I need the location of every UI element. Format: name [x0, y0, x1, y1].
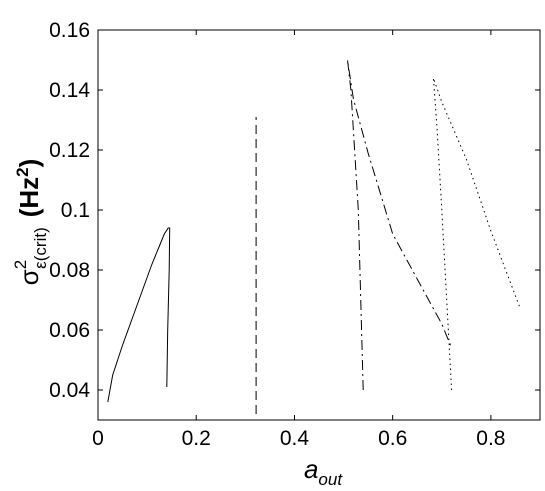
x-axis-label-subscript: out: [318, 470, 343, 489]
x-tick-label: 0.4: [280, 427, 310, 450]
x-axis-label-base: a: [304, 454, 318, 484]
y-tick-label: 0.12: [49, 139, 90, 162]
y-axis-label-superscript: 2: [11, 260, 30, 269]
y-axis-label-unit-superscript: 2: [13, 167, 32, 176]
y-axis-label-subscript: ε(crit): [31, 227, 50, 269]
series-line-dashdot: [347, 59, 453, 391]
y-tick-label: 0.1: [61, 199, 90, 222]
x-tick-label: 0: [92, 427, 104, 450]
x-tick-label: 0.2: [182, 427, 211, 450]
y-tick-label: 0.08: [49, 259, 90, 282]
series-layer: [107, 59, 521, 414]
y-axis-label: σ2ε(crit)(Hz2): [11, 159, 50, 286]
y-tick-label: 0.16: [49, 19, 90, 42]
y-tick-label: 0.04: [49, 379, 90, 402]
y-tick-label: 0.06: [49, 319, 90, 342]
x-axis-label: aout: [304, 454, 343, 489]
y-axis-label-unit: (Hz: [14, 177, 44, 217]
tick-layer: 0 0.2 0.4 0.6 0.8 0.04 0.06 0.08 0.1 0.12 0.14 0.16: [49, 19, 540, 450]
y-axis-label-sigma: σ: [14, 269, 44, 285]
x-tick-label: 0.6: [378, 427, 407, 450]
series-line-solid: [107, 227, 171, 403]
y-tick-label: 0.14: [49, 79, 90, 102]
y-axis-label-unit-close: ): [14, 159, 44, 168]
plot-area: [97, 29, 541, 421]
series-line-dotted: [432, 77, 521, 391]
x-tick-label: 0.8: [476, 427, 505, 450]
